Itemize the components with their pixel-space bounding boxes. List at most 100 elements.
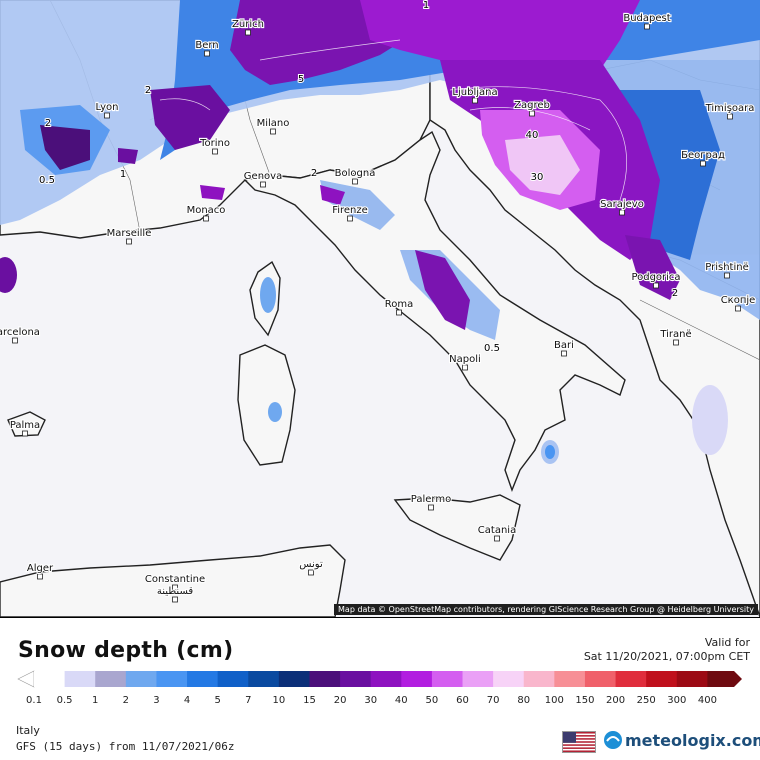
contour-value-label: 1 — [423, 0, 429, 11]
city-marker[interactable]: Budapest — [622, 12, 672, 30]
contour-value-label: 40 — [526, 130, 539, 141]
city-marker[interactable]: Milano — [256, 117, 290, 135]
city-marker[interactable]: Monaco — [185, 204, 227, 222]
contour-value-label: 0.5 — [484, 343, 500, 354]
city-marker[interactable]: Genova — [243, 170, 283, 188]
city-dot — [212, 148, 218, 155]
city-marker[interactable]: Bologna — [334, 167, 376, 185]
brand-logo[interactable]: meteologix.com — [603, 730, 760, 750]
city-label: تونس — [299, 559, 323, 570]
city-marker[interactable]: Catania — [477, 524, 517, 542]
city-marker[interactable]: Ljubljana — [451, 86, 499, 104]
legend-title: Snow depth (cm) — [18, 638, 234, 663]
scale-label: 3 — [153, 695, 159, 706]
city-dot — [462, 364, 468, 371]
city-marker[interactable]: Alger — [26, 562, 55, 580]
scale-label: 30 — [364, 695, 377, 706]
city-marker[interactable]: Sarajevo — [599, 198, 645, 216]
city-marker[interactable]: Podgorica — [630, 271, 682, 289]
city-label: Genova — [244, 171, 282, 182]
us-flag-icon[interactable] — [562, 731, 596, 753]
valid-date: Sat 11/20/2021, 07:00pm CET — [583, 650, 750, 663]
city-marker[interactable]: Palermo — [410, 493, 452, 511]
city-dot — [308, 569, 314, 576]
city-label: Bologna — [335, 168, 376, 179]
city-dot — [561, 350, 567, 357]
city-marker[interactable]: Zürich — [231, 18, 265, 36]
city-marker[interactable]: Tiranë — [658, 328, 693, 346]
contour-value-label: 2 — [311, 168, 317, 179]
scale-label: 100 — [545, 695, 564, 706]
scale-swatch — [156, 671, 188, 687]
valid-for-label: Valid for — [704, 636, 750, 649]
scale-swatch — [187, 671, 219, 687]
contour-value-label: 2 — [145, 85, 151, 96]
scale-label: 15 — [303, 695, 316, 706]
city-label: قسنطينة — [157, 586, 194, 597]
contour-value-label: 5 — [298, 74, 304, 85]
city-dot — [494, 535, 500, 542]
contour-value-label: 30 — [531, 172, 544, 183]
city-marker[interactable]: Скопје — [720, 293, 756, 312]
map-canvas: 2 0.5 1 2 1 0.5 2 40 30 2 5 Zürich Bern Lyon Milano To… — [0, 0, 760, 617]
city-label: Timişoara — [705, 103, 755, 114]
city-marker[interactable]: Marseille — [106, 227, 152, 245]
city-dot — [529, 110, 535, 117]
scale-label: 300 — [667, 695, 686, 706]
city-marker[interactable]: Barcelona — [0, 326, 41, 344]
city-label: Zürich — [232, 19, 264, 30]
city-dot — [245, 29, 251, 36]
scale-label: 60 — [456, 695, 469, 706]
contour-label-layer: 2 0.5 1 2 1 0.5 2 40 30 2 5 — [38, 0, 679, 355]
map-attribution[interactable]: Map data © OpenStreetMap contributors, r… — [334, 604, 758, 615]
city-marker[interactable]: تونس — [298, 558, 324, 576]
scale-swatch — [584, 671, 617, 687]
city-dot — [204, 50, 210, 57]
city-dot — [352, 178, 358, 185]
city-marker[interactable]: Prishtinë — [704, 261, 750, 279]
city-marker[interactable]: قسنطينة — [156, 585, 194, 603]
scale-swatch — [34, 671, 66, 687]
contour-lines — [159, 39, 627, 201]
scale-label: 5 — [214, 695, 220, 706]
scale-label: 40 — [395, 695, 408, 706]
city-label: Palermo — [411, 494, 451, 505]
city-dot — [347, 215, 353, 222]
city-marker[interactable]: Lyon — [94, 101, 120, 119]
city-marker[interactable]: Bari — [553, 339, 575, 357]
city-marker[interactable]: Roma — [384, 298, 414, 316]
scale-swatch — [615, 671, 647, 687]
city-label: Catania — [478, 525, 516, 536]
city-marker[interactable]: Firenze — [331, 204, 369, 222]
scale-label: 50 — [426, 695, 439, 706]
city-marker[interactable]: Београд — [680, 149, 726, 167]
city-label: Podgorica — [631, 272, 680, 283]
city-dot — [22, 430, 28, 437]
region-label: Italy — [16, 724, 40, 737]
scale-min-arrow — [17, 670, 35, 688]
scale-label: 150 — [575, 695, 594, 706]
city-label: Скопје — [721, 294, 756, 306]
contour-value-label: 1 — [120, 169, 126, 180]
city-marker[interactable]: Torino — [198, 137, 231, 155]
city-marker[interactable]: Bern — [194, 39, 220, 57]
city-marker[interactable]: Zagreb — [513, 99, 551, 117]
scale-label: 200 — [606, 695, 625, 706]
city-marker[interactable]: Constantine — [144, 573, 206, 591]
city-label: Marseille — [107, 228, 152, 239]
city-dot — [126, 238, 132, 245]
city-dot — [644, 23, 650, 30]
city-marker[interactable]: Palma — [9, 419, 41, 437]
city-marker[interactable]: Napoli — [448, 353, 482, 371]
scale-label: 400 — [698, 695, 717, 706]
city-marker[interactable]: Timişoara — [704, 102, 755, 120]
snow-high — [40, 0, 680, 330]
city-dot — [172, 596, 178, 603]
city-label: Budapest — [623, 13, 670, 24]
city-label: Prishtinë — [705, 262, 748, 273]
city-label: Firenze — [332, 205, 368, 216]
scale-swatch — [64, 671, 96, 687]
snow-depth-map[interactable]: 2 0.5 1 2 1 0.5 2 40 30 2 5 Zürich Bern Lyon Milano To… — [0, 0, 760, 618]
city-dot — [472, 97, 478, 104]
scale-swatch — [493, 671, 525, 687]
